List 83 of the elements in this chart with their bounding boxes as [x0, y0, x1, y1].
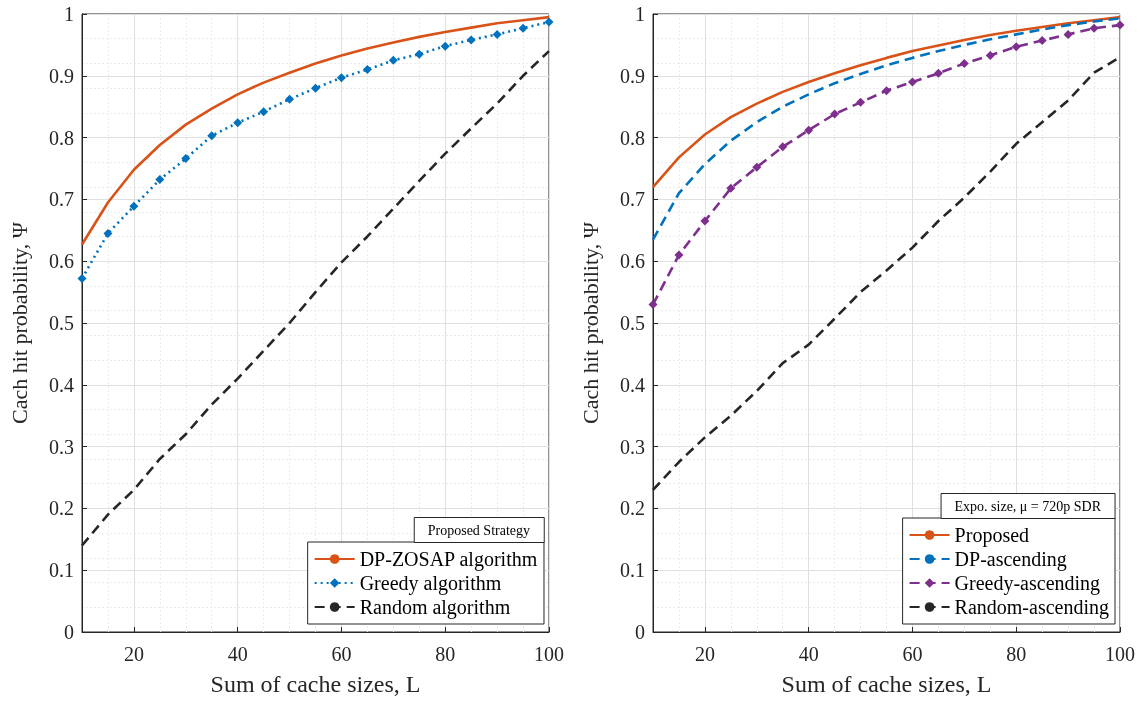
x-tick-label: 20 — [694, 643, 715, 665]
legend-label: DP-ascending — [954, 548, 1067, 571]
y-tick-label: 1 — [64, 3, 74, 25]
x-tick-label: 40 — [798, 643, 819, 665]
y-tick-label: 0.3 — [49, 435, 74, 458]
y-tick-label: 0.2 — [49, 497, 74, 520]
x-tick-label: 100 — [1105, 643, 1135, 665]
point — [362, 65, 372, 75]
y-tick-label: 1 — [635, 3, 645, 25]
y-tick-label: 0.5 — [620, 312, 645, 334]
y-tick-label: 0.9 — [620, 64, 645, 87]
point — [207, 131, 217, 141]
y-tick-label: 0.1 — [620, 559, 645, 582]
x-axis-title: Sum of cache sizes, L — [781, 671, 992, 697]
x-tick-label: 40 — [227, 643, 248, 665]
x-tick-label: 80 — [1006, 643, 1027, 665]
point — [726, 183, 736, 193]
y-tick-label: 0.2 — [620, 497, 645, 520]
x-tick-label: 60 — [902, 643, 923, 665]
point — [181, 154, 191, 164]
legend-title: Expo. size, μ = 720p SDR — [954, 498, 1102, 514]
point — [466, 35, 476, 45]
point — [440, 41, 450, 51]
point — [1011, 42, 1021, 52]
point — [1089, 23, 1099, 33]
y-tick-label: 0.7 — [49, 188, 74, 211]
point — [77, 274, 87, 283]
point — [804, 125, 814, 135]
y-tick-label: 0.4 — [620, 373, 645, 396]
x-axis-title: Sum of cache sizes, L — [210, 671, 421, 697]
y-tick-label: 0.7 — [620, 188, 645, 211]
point — [907, 77, 917, 87]
point — [752, 162, 762, 172]
y-tick-label: 0.6 — [620, 250, 645, 273]
legend-label: Greedy algorithm — [359, 572, 502, 595]
y-tick-label: 0.1 — [49, 559, 74, 582]
point — [518, 23, 528, 33]
y-tick-label: 0.9 — [49, 64, 74, 87]
point — [103, 228, 113, 238]
legend-label: Greedy-ascending — [954, 572, 1101, 595]
point — [259, 107, 269, 117]
point — [830, 109, 840, 119]
legend-title: Proposed Strategy — [427, 522, 530, 538]
point — [233, 118, 243, 128]
point — [336, 73, 346, 83]
y-tick-label: 0.8 — [620, 126, 645, 149]
point — [1115, 20, 1125, 30]
y-tick-label: 0.5 — [49, 312, 74, 334]
y-axis-title: Cach hit probability, Ψ — [6, 221, 32, 424]
y-tick-label: 0.6 — [49, 250, 74, 273]
point — [155, 175, 165, 185]
point — [129, 201, 139, 211]
legend-label: Random algorithm — [359, 596, 511, 619]
point — [1037, 36, 1047, 46]
point — [388, 55, 398, 65]
point — [285, 94, 295, 104]
y-axis-title: Cach hit probability, Ψ — [577, 221, 603, 424]
y-tick-label: 0.8 — [49, 126, 74, 149]
x-tick-label: 80 — [435, 643, 456, 665]
y-tick-label: 0.3 — [620, 435, 645, 458]
point — [933, 68, 943, 78]
point — [778, 142, 788, 152]
point — [959, 58, 969, 68]
legend-label: Proposed — [954, 524, 1030, 547]
point — [311, 83, 320, 93]
point — [700, 216, 710, 226]
point — [414, 49, 424, 59]
point — [492, 29, 502, 39]
legend-label: Random-ascending — [954, 596, 1109, 619]
point — [882, 86, 891, 96]
point — [648, 299, 658, 309]
y-tick-label: 0.4 — [49, 373, 74, 396]
x-tick-label: 100 — [534, 643, 564, 665]
point — [856, 97, 866, 107]
point — [1063, 29, 1073, 39]
y-tick-label: 0 — [64, 621, 74, 643]
y-tick-label: 0 — [635, 621, 645, 643]
x-tick-label: 60 — [331, 643, 352, 665]
point — [544, 17, 554, 27]
point — [674, 250, 684, 260]
point — [985, 50, 995, 60]
legend-label: DP-ZOSAP algorithm — [359, 548, 538, 571]
x-tick-label: 20 — [123, 643, 144, 665]
